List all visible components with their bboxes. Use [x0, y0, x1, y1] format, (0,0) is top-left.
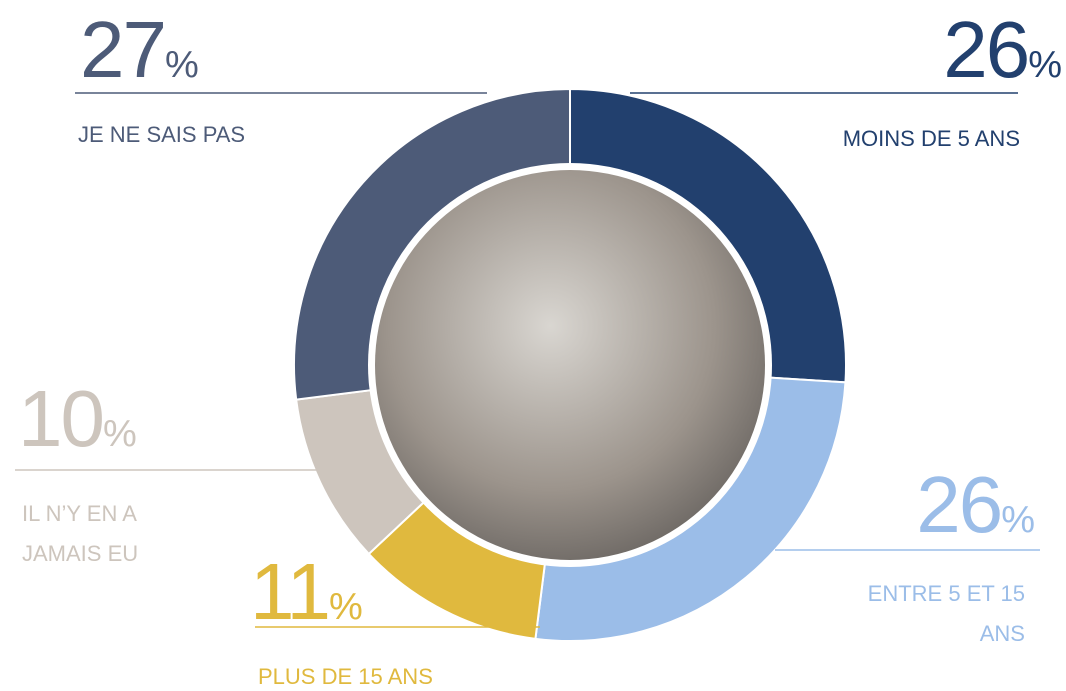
unit: %: [1001, 499, 1035, 541]
unit: %: [329, 586, 363, 628]
category-label: JE NE SAIS PAS: [78, 122, 246, 147]
value: 26: [943, 5, 1030, 94]
photo: [375, 170, 765, 560]
value-label: 11%: [250, 552, 363, 647]
unit: %: [1028, 44, 1062, 86]
unit: %: [102, 413, 137, 455]
value: 10: [18, 374, 105, 463]
value-label: 27%: [80, 10, 199, 105]
value-label: 10%: [18, 379, 137, 474]
value: 11: [250, 547, 331, 636]
value-label: 26%: [943, 10, 1062, 105]
value: 26: [916, 460, 1003, 549]
category-label: MOINS DE 5 ANS: [842, 126, 1020, 151]
value-label: 26%: [916, 465, 1035, 560]
value: 27: [80, 5, 167, 94]
category-label: IL N’Y EN A JAMAIS EU: [22, 501, 139, 566]
unit: %: [164, 44, 199, 86]
category-label: PLUS DE 15 ANS: [258, 664, 433, 689]
category-label: ENTRE 5 ET 15 ANS: [867, 581, 1025, 646]
